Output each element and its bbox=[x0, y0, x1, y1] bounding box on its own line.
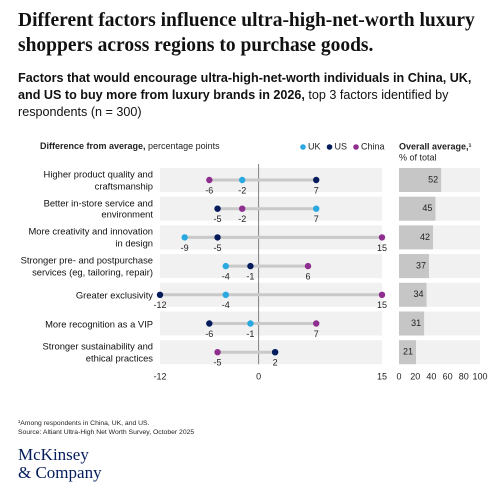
legend-label: UK bbox=[308, 141, 321, 151]
dot bbox=[247, 262, 254, 270]
logo-line: & Company bbox=[18, 463, 102, 482]
bar-tick-label: 60 bbox=[443, 371, 453, 381]
bar-label: 52 bbox=[428, 174, 438, 184]
dot bbox=[313, 320, 320, 327]
category-label: More recognition as a VIP bbox=[45, 317, 153, 329]
value-label: 15 bbox=[377, 243, 387, 253]
logo-line: McKinsey bbox=[18, 445, 89, 464]
value-label: -2 bbox=[238, 214, 246, 224]
bar-label: 34 bbox=[414, 289, 424, 299]
value-label: -9 bbox=[181, 243, 189, 253]
bar bbox=[399, 168, 442, 192]
category-label: Stronger pre- and postpurchase services … bbox=[20, 254, 153, 278]
bar bbox=[399, 196, 436, 221]
value-label: -12 bbox=[153, 300, 166, 310]
footnotes: ¹Among respondents in China, UK, and US.… bbox=[18, 419, 194, 437]
bar-label: 45 bbox=[422, 203, 432, 213]
bar-label: 31 bbox=[411, 318, 421, 328]
legend-label: China bbox=[361, 141, 385, 151]
value-label: 2 bbox=[273, 358, 278, 368]
bar-axis-label: Overall average,¹ bbox=[399, 141, 472, 151]
bar-tick-label: 100 bbox=[472, 371, 487, 381]
category-label: Greater exclusivity bbox=[75, 289, 153, 301]
dot bbox=[214, 349, 221, 356]
dot bbox=[181, 234, 188, 241]
axis-label-bold: Difference from average, bbox=[40, 141, 146, 151]
subtitle-rest: top 3 factors identified by respondents … bbox=[18, 88, 449, 119]
dot bbox=[214, 205, 221, 212]
bar bbox=[399, 340, 417, 365]
value-label: -5 bbox=[214, 243, 222, 253]
x-tick-label: 0 bbox=[256, 371, 261, 381]
axis-label-rest: percentage points bbox=[146, 141, 221, 151]
source: Source: Altiant Ultra-High Net Worth Sur… bbox=[18, 429, 195, 436]
category-label: More creativity and innovation in design bbox=[28, 225, 153, 249]
dot bbox=[206, 320, 213, 327]
bar bbox=[399, 282, 427, 307]
subtitle-bold: Factors that would encourage ultra-high-… bbox=[18, 71, 472, 102]
footnote: ¹Among respondents in China, UK, and US. bbox=[18, 420, 150, 427]
legend-swatch bbox=[353, 144, 359, 150]
bar-tick-label: 40 bbox=[426, 371, 436, 381]
legend-swatch bbox=[326, 144, 333, 150]
legend-label: US bbox=[335, 141, 348, 151]
category-label: Higher product quality and craftsmanship bbox=[43, 168, 153, 192]
dot bbox=[156, 291, 164, 298]
value-label: 7 bbox=[314, 185, 319, 195]
x-tick-label: -12 bbox=[153, 371, 166, 381]
dot bbox=[313, 205, 320, 212]
category-label: Stronger sustainability and ethical prac… bbox=[42, 340, 153, 364]
value-label: -2 bbox=[238, 185, 246, 195]
bar-tick-label: 20 bbox=[410, 371, 420, 381]
legend-swatch bbox=[300, 144, 306, 150]
title: Different factors influence ultra-high-n… bbox=[18, 10, 475, 56]
bar bbox=[399, 254, 429, 279]
bar-label: 42 bbox=[420, 232, 430, 242]
value-label: -1 bbox=[246, 271, 254, 281]
value-label: -6 bbox=[205, 329, 213, 339]
bar-axis-unit: % of total bbox=[399, 152, 437, 162]
x-tick-label: 15 bbox=[377, 371, 387, 381]
dot bbox=[378, 234, 386, 241]
dot bbox=[239, 176, 246, 184]
bar-tick-label: 80 bbox=[459, 371, 469, 381]
value-label: -4 bbox=[222, 271, 230, 281]
value-label: -1 bbox=[246, 329, 254, 339]
bar-label: 37 bbox=[416, 260, 426, 270]
value-label: -5 bbox=[214, 358, 222, 368]
logo: McKinsey & Company bbox=[18, 446, 102, 482]
value-label: 7 bbox=[314, 329, 319, 339]
dot bbox=[304, 262, 312, 270]
dot bbox=[247, 320, 254, 327]
subtitle: Factors that would encourage ultra-high-… bbox=[18, 70, 488, 121]
axis-label: Difference from average, percentage poin… bbox=[40, 141, 220, 151]
value-label: 7 bbox=[314, 214, 319, 224]
category-label: Better in-store service and environment bbox=[43, 197, 153, 220]
value-label: -5 bbox=[214, 214, 222, 224]
dot bbox=[271, 349, 279, 356]
value-label: 15 bbox=[377, 300, 387, 310]
dot bbox=[239, 205, 246, 212]
dot bbox=[222, 262, 229, 270]
bar-label: 21 bbox=[403, 347, 413, 357]
value-label: -6 bbox=[205, 185, 213, 195]
dot bbox=[206, 176, 213, 184]
value-label: -4 bbox=[222, 300, 230, 310]
dot bbox=[378, 291, 386, 298]
bar bbox=[399, 311, 425, 336]
dot bbox=[214, 234, 221, 241]
bar bbox=[399, 225, 434, 250]
bar-tick-label: 0 bbox=[396, 371, 401, 381]
dot bbox=[222, 291, 229, 298]
value-label: 6 bbox=[305, 271, 310, 281]
dot bbox=[313, 176, 320, 184]
